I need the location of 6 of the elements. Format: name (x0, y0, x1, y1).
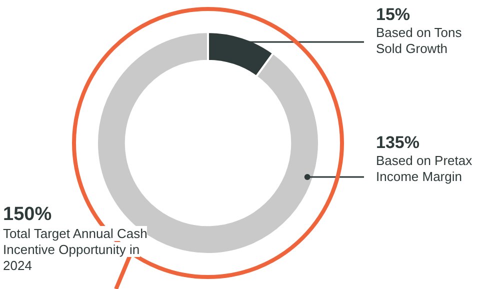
slice-label: Based on Tons Sold Growth (376, 25, 463, 57)
text: Total Target Annual Cash Incentive Opportunity in 2024 (3, 226, 148, 273)
slice-label: Based on Pretax Income Margin (376, 153, 474, 185)
data-label: 15% (376, 5, 412, 25)
text: 150% (3, 204, 52, 225)
data-label: 135% (376, 133, 420, 153)
